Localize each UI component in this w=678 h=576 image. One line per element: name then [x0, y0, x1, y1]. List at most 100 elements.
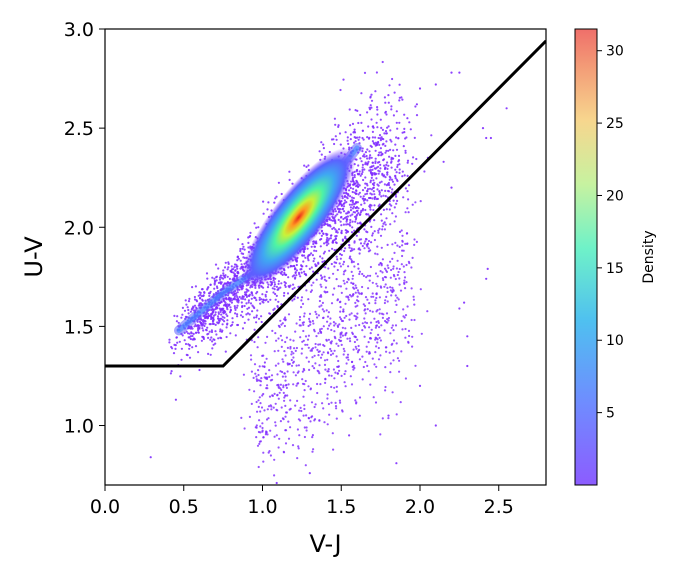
scatter-point [295, 364, 298, 367]
scatter-point [280, 406, 283, 409]
scatter-point [318, 372, 321, 375]
scatter-point [278, 325, 281, 329]
scatter-point [341, 409, 344, 412]
scatter-point [377, 136, 380, 140]
scatter-point [282, 386, 285, 389]
scatter-point [274, 292, 277, 296]
scatter-point [213, 283, 216, 286]
scatter-point [364, 296, 368, 299]
scatter-point [348, 318, 351, 321]
scatter-point [385, 140, 388, 143]
scatter-point [262, 298, 265, 301]
scatter-point [342, 308, 345, 311]
scatter-point [333, 377, 336, 380]
scatter-point [365, 345, 368, 348]
scatter-point [249, 354, 253, 357]
scatter-outlier [403, 131, 406, 134]
scatter-point [370, 118, 373, 121]
scatter-point [312, 448, 315, 451]
scatter-point [316, 391, 319, 395]
scatter-point [353, 265, 356, 268]
scatter-point [363, 247, 366, 250]
scatter-point [297, 382, 300, 385]
scatter-point [384, 166, 387, 169]
scatter-point [201, 298, 204, 301]
scatter-point [384, 110, 387, 113]
scatter-point [374, 90, 377, 93]
scatter-point [381, 153, 384, 156]
scatter-point [376, 253, 379, 256]
scatter-point [364, 151, 367, 154]
scatter-outlier [174, 398, 177, 401]
scatter-point [334, 220, 337, 223]
scatter-point [270, 408, 273, 411]
scatter-point [192, 332, 195, 335]
scatter-point [296, 399, 299, 402]
scatter-point [385, 149, 388, 152]
scatter-point [361, 170, 364, 174]
scatter-point [375, 345, 378, 348]
scatter-point [350, 258, 353, 261]
scatter-point [397, 137, 400, 140]
scatter-point [333, 117, 336, 120]
scatter-point [284, 375, 287, 378]
scatter-point [216, 315, 220, 318]
scatter-point [333, 217, 336, 220]
scatter-point [295, 274, 298, 277]
scatter-point [231, 323, 234, 326]
scatter-point [355, 158, 358, 161]
scatter-point [374, 401, 378, 404]
scatter-point [340, 343, 343, 346]
scatter-point [282, 294, 286, 297]
scatter-point [311, 450, 314, 453]
scatter-point [221, 323, 224, 326]
scatter-point [375, 376, 378, 379]
scatter-point [345, 314, 348, 318]
scatter-point [377, 321, 380, 324]
scatter-point [396, 163, 399, 167]
scatter-outlier [481, 127, 485, 130]
scatter-point [300, 352, 303, 355]
scatter-point [327, 311, 330, 314]
scatter-point [367, 341, 370, 344]
scatter-outlier [489, 136, 492, 140]
scatter-point [380, 213, 383, 216]
scatter-point [334, 405, 338, 408]
scatter-point [208, 292, 211, 295]
scatter-point [301, 347, 304, 350]
y-tick-label: 2.0 [64, 217, 94, 239]
scatter-point [371, 172, 374, 175]
scatter-point [333, 142, 336, 146]
scatter-point [255, 316, 258, 319]
scatter-point [372, 126, 375, 129]
scatter-point [378, 227, 381, 230]
scatter-point [363, 71, 367, 74]
scatter-point [378, 308, 381, 311]
scatter-point [297, 364, 300, 367]
scatter-point [241, 297, 245, 300]
scatter-point [356, 168, 359, 172]
scatter-point [333, 386, 336, 389]
scatter-point [213, 338, 216, 341]
scatter-point [170, 345, 173, 349]
scatter-point [323, 310, 326, 313]
scatter-point [349, 199, 352, 202]
scatter-point [354, 301, 357, 304]
scatter-point [339, 306, 342, 309]
scatter-point [260, 315, 263, 318]
scatter-point [222, 310, 225, 313]
scatter-point [395, 171, 398, 174]
scatter-point [258, 396, 261, 399]
scatter-point [371, 281, 374, 284]
scatter-point [328, 237, 331, 240]
scatter-point [350, 360, 354, 364]
scatter-point [283, 284, 287, 287]
boundary-line [105, 39, 546, 368]
scatter-point [331, 219, 334, 222]
scatter-point [388, 203, 391, 206]
scatter-point [223, 320, 226, 323]
scatter-point [261, 422, 264, 425]
scatter-point [386, 161, 389, 164]
scatter-point [348, 313, 351, 316]
scatter-point [351, 220, 354, 223]
